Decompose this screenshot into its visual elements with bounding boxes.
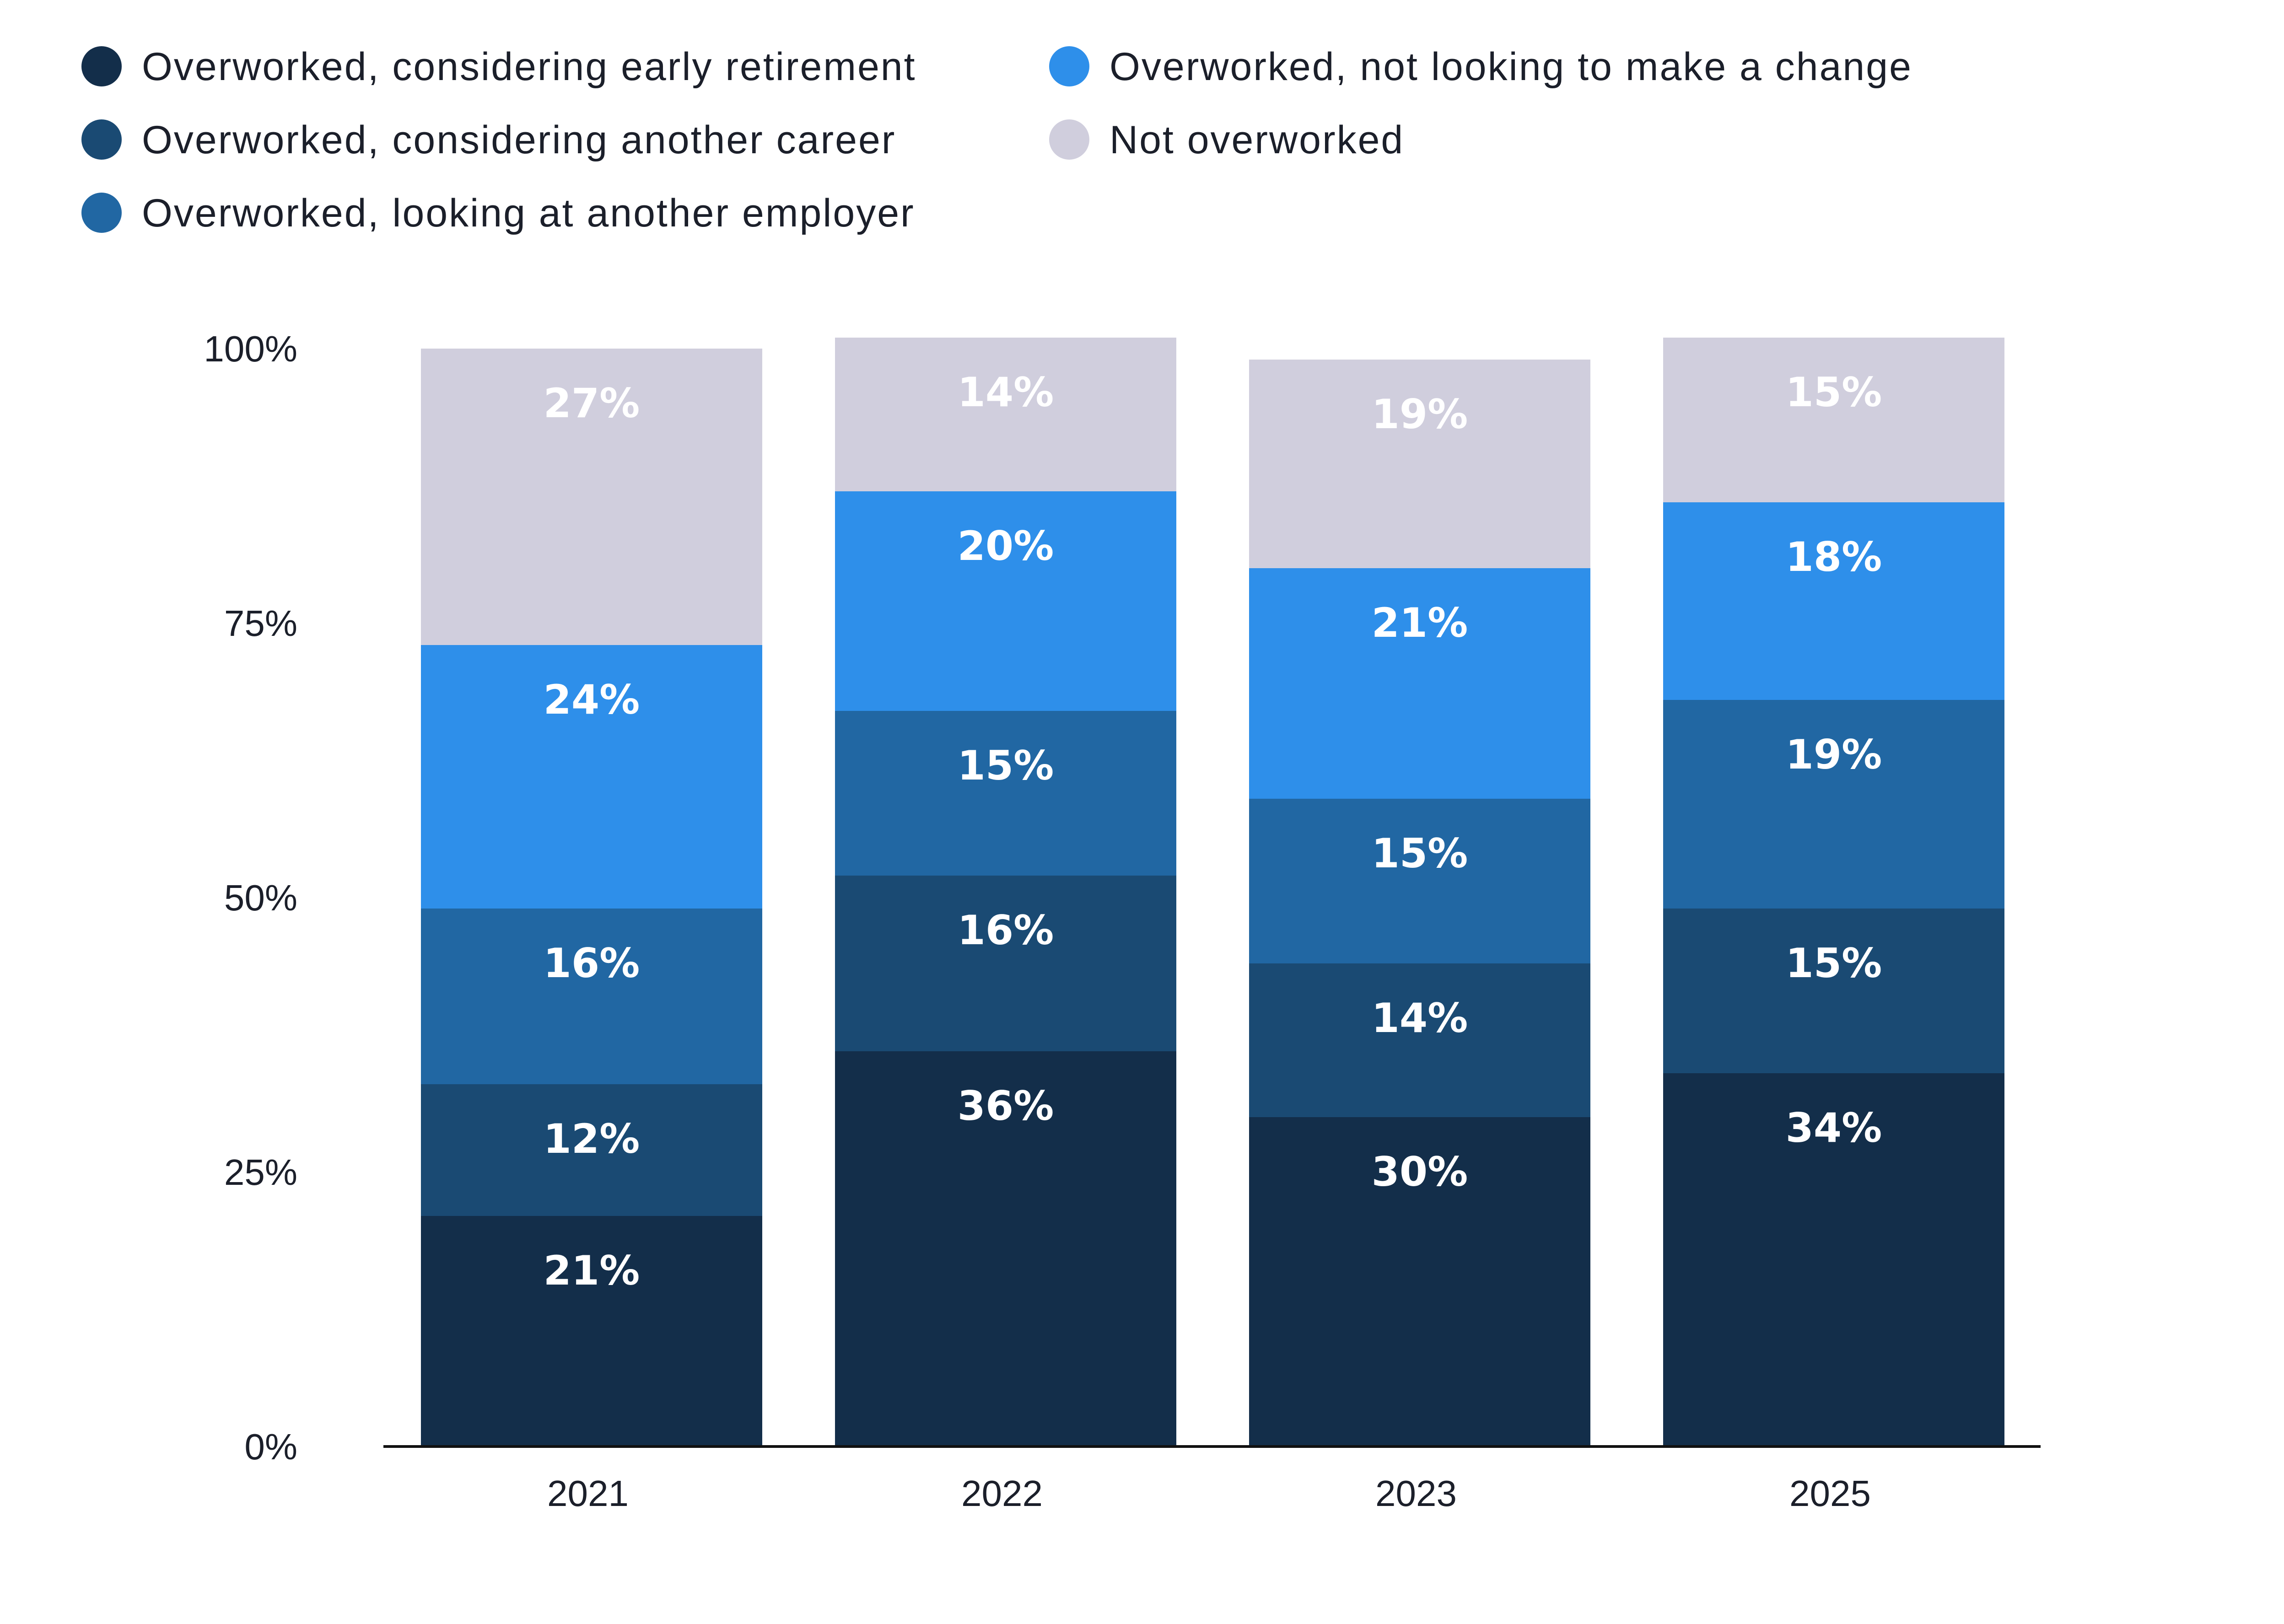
bar-segment bbox=[421, 645, 762, 909]
bar-segment bbox=[1663, 909, 2004, 1073]
x-tick-label: 2023 bbox=[1375, 1473, 1457, 1514]
bar-segment bbox=[835, 491, 1176, 711]
bar-segment bbox=[835, 876, 1176, 1051]
bar-segment bbox=[421, 1216, 762, 1447]
data-label: 24% bbox=[544, 676, 640, 723]
y-axis: 0% 25% 50% 75% 100% bbox=[204, 328, 297, 1467]
legend-label: Overworked, not looking to make a change bbox=[1110, 45, 1912, 89]
data-label: 16% bbox=[958, 907, 1054, 954]
bar-segment bbox=[1663, 338, 2004, 502]
data-label: 21% bbox=[544, 1247, 640, 1294]
bar-stack: 30% 14% 15% 21% 19% bbox=[1249, 360, 1590, 1447]
y-tick-label: 75% bbox=[224, 603, 297, 644]
legend-label: Not overworked bbox=[1110, 118, 1404, 162]
data-label: 27% bbox=[544, 380, 640, 427]
data-label: 19% bbox=[1786, 731, 1882, 778]
legend-item: Not overworked bbox=[1049, 118, 1404, 162]
bar-stack: 21% 12% 16% 24% 27% bbox=[421, 349, 762, 1447]
legend-marker bbox=[81, 193, 122, 233]
data-label: 15% bbox=[958, 742, 1054, 789]
legend-item: Overworked, looking at another employer bbox=[81, 191, 915, 235]
legend-item: Overworked, considering early retirement bbox=[81, 45, 916, 89]
bar-segment bbox=[1249, 963, 1590, 1117]
bar-segment bbox=[421, 349, 762, 645]
legend-label: Overworked, considering another career bbox=[142, 118, 896, 162]
bar-segment bbox=[1249, 1117, 1590, 1447]
x-axis: 2021 2022 2023 2025 bbox=[547, 1473, 1871, 1514]
bar-segment bbox=[421, 909, 762, 1084]
bar-segment bbox=[1249, 360, 1590, 568]
y-tick-label: 25% bbox=[224, 1152, 297, 1193]
data-label: 15% bbox=[1786, 369, 1882, 416]
x-tick-label: 2025 bbox=[1789, 1473, 1871, 1514]
bar-segment bbox=[421, 1084, 762, 1216]
data-label: 19% bbox=[1372, 391, 1468, 438]
bar-segment bbox=[835, 711, 1176, 876]
bars: 21% 12% 16% 24% 27% 36% 16% 15% 20% 14% 30% 14% 15% 2… bbox=[421, 338, 2004, 1447]
data-label: 36% bbox=[958, 1082, 1054, 1129]
bar-segment bbox=[1663, 700, 2004, 909]
y-tick-label: 100% bbox=[204, 328, 297, 369]
bar-segment bbox=[835, 338, 1176, 491]
data-label: 15% bbox=[1372, 830, 1468, 877]
data-label: 18% bbox=[1786, 533, 1882, 581]
legend-item: Overworked, not looking to make a change bbox=[1049, 45, 1912, 89]
legend-marker bbox=[1049, 46, 1089, 86]
bar-stack: 34% 15% 19% 18% 15% bbox=[1663, 338, 2004, 1447]
legend: Overworked, considering early retirement… bbox=[81, 45, 1912, 235]
y-tick-label: 50% bbox=[224, 877, 297, 918]
legend-label: Overworked, looking at another employer bbox=[142, 191, 915, 235]
legend-marker bbox=[81, 46, 122, 86]
legend-label: Overworked, considering early retirement bbox=[142, 45, 916, 89]
bar-segment bbox=[1663, 1073, 2004, 1447]
legend-marker bbox=[81, 119, 122, 160]
y-tick-label: 0% bbox=[244, 1426, 297, 1467]
data-label: 14% bbox=[1372, 995, 1468, 1042]
data-label: 15% bbox=[1786, 940, 1882, 987]
bar-segment bbox=[835, 1051, 1176, 1447]
legend-item: Overworked, considering another career bbox=[81, 118, 896, 162]
data-label: 20% bbox=[958, 522, 1054, 570]
x-tick-label: 2021 bbox=[547, 1473, 629, 1514]
bar-segment bbox=[1663, 502, 2004, 700]
x-tick-label: 2022 bbox=[961, 1473, 1043, 1514]
legend-marker bbox=[1049, 119, 1089, 160]
data-label: 34% bbox=[1786, 1104, 1882, 1151]
data-label: 12% bbox=[544, 1115, 640, 1162]
bar-segment bbox=[1249, 799, 1590, 963]
bar-stack: 36% 16% 15% 20% 14% bbox=[835, 338, 1176, 1447]
data-label: 16% bbox=[544, 940, 640, 987]
data-label: 21% bbox=[1372, 599, 1468, 646]
data-label: 14% bbox=[958, 369, 1054, 416]
bar-segment bbox=[1249, 568, 1590, 799]
data-label: 30% bbox=[1372, 1148, 1468, 1195]
